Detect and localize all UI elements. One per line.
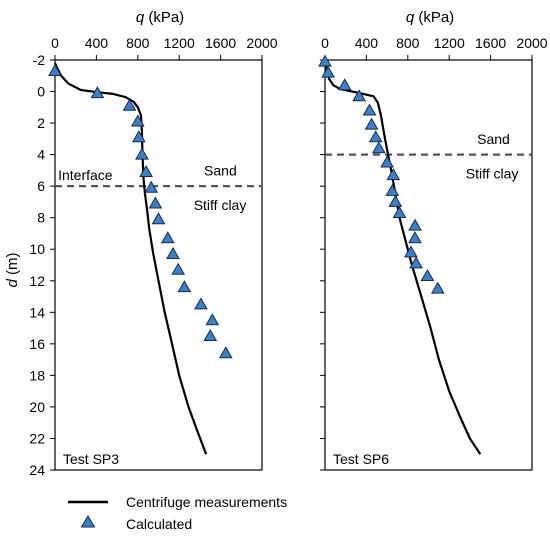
calculated-point-sp6 [337,78,352,91]
calculated-point-sp6 [368,130,383,143]
calculated-point-sp6 [392,205,407,218]
calculated-point-sp6 [430,281,445,294]
calculated-point-sp6 [321,65,335,78]
x-tick-label-sp3: 1200 [164,35,195,51]
y-tick-label-sp3: 14 [29,304,45,320]
calculated-point-sp3 [135,147,149,160]
y-tick-label-sp3: 22 [29,430,45,446]
legend-label-centrifuge: Centrifuge measurements [126,494,287,510]
x-tick-label-sp3: 0 [51,35,59,51]
x-tick-label-sp6: 1600 [475,35,506,51]
measured-line-sp6 [323,59,482,455]
calculated-point-sp6 [371,141,386,154]
calculated-point-sp3 [148,196,163,209]
y-tick-label-sp3: 6 [37,178,45,194]
annotation-sp3: Interface [58,167,113,183]
calculated-point-sp6 [409,256,423,269]
calculated-point-sp3 [90,86,105,99]
calculated-point-sp6 [408,231,422,244]
calculated-point-sp3 [122,98,137,111]
x-tick-label-sp6: 0 [321,35,329,51]
y-tick-label-sp3: 24 [29,462,45,478]
calculated-point-sp3 [151,212,166,225]
calculated-point-sp6 [364,117,379,130]
annotation-sp3: Sand [204,162,237,178]
calculated-point-sp6 [385,183,400,196]
panel-sp6: q (kPa) 0 400 800 1200 1600 2000 Sand Stiff cla… [318,9,548,471]
calculated-point-sp3 [160,231,175,244]
y-tick-label-sp3: -2 [33,52,46,68]
calculated-point-sp6 [380,155,394,168]
x-tick-label-sp3: 2000 [246,35,277,51]
calculated-point-sp3 [218,346,233,359]
annotation-sp6: Stiff clay [466,166,519,182]
calculated-point-sp3 [177,280,192,293]
calculated-point-sp3 [205,313,220,326]
calculated-point-sp6 [408,218,422,231]
x-tick-label-sp3: 800 [126,35,150,51]
x-tick-label-sp3: 1600 [205,35,236,51]
calculated-point-sp3 [48,64,62,77]
plot-frame-sp6 [324,59,533,471]
calculated-point-sp6 [352,89,367,102]
calculated-point-sp3 [139,164,153,177]
calculated-point-sp6 [420,269,435,282]
legend-marker-swatch [80,515,96,528]
plot-frame-sp3 [54,59,263,471]
legend: Centrifuge measurements Calculated [68,494,287,532]
calculated-point-sp3 [166,246,180,259]
y-tick-label-sp3: 2 [37,115,45,131]
annotation-sp6: Sand [477,131,510,147]
calculated-point-sp6 [386,168,401,181]
calculated-point-sp6 [404,245,418,258]
legend-label-calculated: Calculated [126,516,192,532]
calculated-point-sp3 [171,262,186,275]
calculated-point-sp6 [362,103,377,116]
calculated-point-sp3 [130,114,145,127]
y-tick-label-sp3: 4 [37,147,45,163]
y-tick-label-sp3: 10 [29,241,45,257]
x-axis-title-sp6: q (kPa) [406,9,454,26]
calculated-point-sp6 [318,54,332,67]
x-tick-label-sp6: 800 [396,35,420,51]
panel-label-sp3: Test SP3 [63,451,119,467]
panel-sp3: q (kPa) 0 400 800 1200 1600 2000-202468101214… [29,9,277,478]
calculated-point-sp3 [131,130,146,143]
panel-label-sp6: Test SP6 [333,451,389,467]
y-tick-label-sp3: 18 [29,367,45,383]
y-tick-label-sp3: 8 [37,210,45,226]
x-tick-label-sp6: 2000 [516,35,547,51]
calculated-point-sp3 [144,180,159,193]
y-tick-label-sp3: 16 [29,336,45,352]
y-axis-title: d (m) [4,252,21,287]
x-tick-label-sp3: 400 [85,35,109,51]
calculated-point-sp6 [388,194,403,207]
annotation-sp3: Stiff clay [194,197,247,213]
x-tick-label-sp6: 1200 [434,35,465,51]
calculated-point-sp3 [203,328,218,341]
calculated-point-sp3 [194,297,208,310]
y-tick-label-sp3: 0 [37,84,45,100]
x-axis-title-sp3: q (kPa) [136,9,184,26]
y-tick-label-sp3: 20 [29,399,45,415]
y-tick-label-sp3: 12 [29,273,45,289]
x-tick-label-sp6: 400 [355,35,379,51]
measured-line-sp3 [53,62,208,455]
